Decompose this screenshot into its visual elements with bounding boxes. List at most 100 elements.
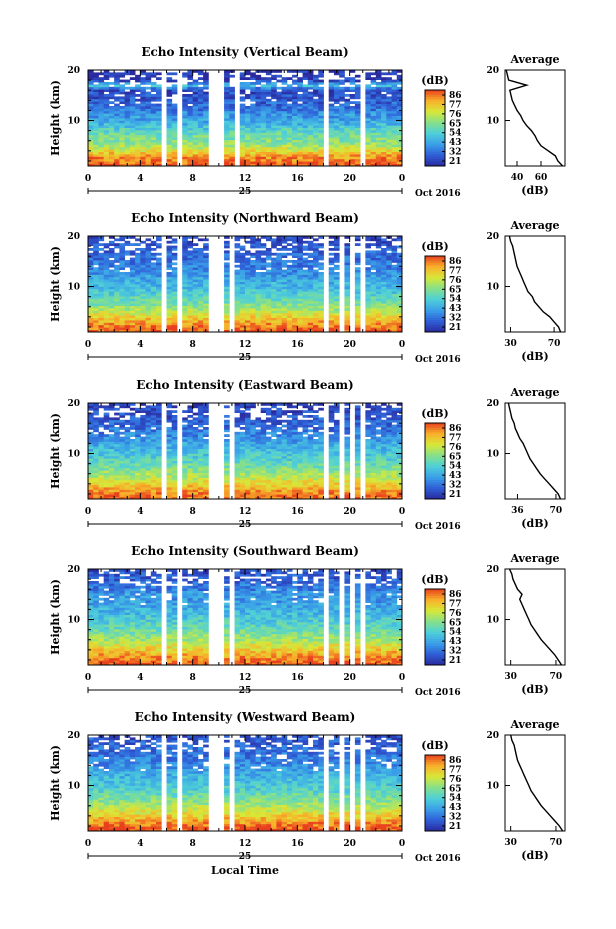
heatmap-cell xyxy=(114,130,120,133)
heatmap-cell xyxy=(129,132,136,136)
heatmap-cell xyxy=(239,248,246,251)
heatmap-cell xyxy=(108,317,115,321)
heatmap-cell xyxy=(381,144,387,148)
heatmap-cell xyxy=(286,329,293,333)
heatmap-cell xyxy=(171,324,178,328)
heatmap-cell xyxy=(276,236,283,239)
heatmap-cell xyxy=(182,436,188,440)
heatmap-cell xyxy=(145,272,152,275)
heatmap-cell xyxy=(150,276,157,280)
heatmap-cell xyxy=(333,84,340,88)
heatmap-cell xyxy=(255,158,262,162)
heatmap-cell xyxy=(98,120,105,124)
heatmap-cell xyxy=(302,252,309,256)
heatmap-cell xyxy=(166,98,173,102)
heatmap-cell xyxy=(150,417,157,421)
heatmap-cell xyxy=(386,296,392,299)
heatmap-cell xyxy=(286,260,293,263)
heatmap-cell xyxy=(313,296,319,299)
heatmap-cell xyxy=(255,257,262,261)
heatmap-cell xyxy=(292,118,298,121)
heatmap-cell xyxy=(375,264,382,268)
heatmap-cell xyxy=(140,482,146,485)
heatmap-cell xyxy=(265,120,272,124)
heatmap-cell xyxy=(88,72,94,76)
heatmap-cell xyxy=(187,269,194,273)
heatmap-cell xyxy=(307,108,314,112)
heatmap-cell xyxy=(140,120,146,124)
heatmap-cell xyxy=(119,439,126,442)
heatmap-cell xyxy=(203,303,209,306)
heatmap-cell xyxy=(271,269,277,273)
heatmap-cell xyxy=(276,151,283,155)
heatmap-cell xyxy=(265,86,272,90)
heatmap-cell xyxy=(103,257,110,261)
heatmap-cell xyxy=(88,125,94,128)
heatmap-cell xyxy=(93,317,99,321)
heatmap-cell xyxy=(302,144,309,148)
heatmap-cell xyxy=(156,243,162,246)
panel-title: Echo Intensity (Northward Beam) xyxy=(131,211,359,225)
heatmap-cell xyxy=(234,320,241,323)
heatmap-cell xyxy=(229,125,235,128)
heatmap-cell xyxy=(375,250,382,254)
heatmap-cell xyxy=(145,412,152,416)
heatmap-cell xyxy=(197,262,204,266)
heatmap-cell xyxy=(370,91,377,95)
heatmap-cell xyxy=(370,312,377,316)
heatmap-cell xyxy=(271,315,277,318)
heatmap-cell xyxy=(286,106,293,109)
heatmap-cell xyxy=(150,281,157,285)
heatmap-cell xyxy=(344,98,351,102)
heatmap-cell xyxy=(182,329,188,333)
heatmap-cell xyxy=(381,113,387,116)
heatmap-cell xyxy=(255,276,262,280)
heatmap-cell xyxy=(129,250,136,254)
heatmap-cell xyxy=(271,322,277,326)
heatmap-cell xyxy=(245,279,251,282)
heatmap-cell xyxy=(250,96,256,100)
heatmap-cell xyxy=(302,317,309,321)
heatmap-cell xyxy=(114,245,120,249)
heatmap-cell xyxy=(192,163,199,167)
heatmap-cell xyxy=(93,424,99,428)
heatmap-cell xyxy=(391,130,398,133)
heatmap-cell xyxy=(119,324,126,328)
heatmap-cell xyxy=(124,262,131,266)
heatmap-cell xyxy=(245,422,251,425)
heatmap-cell xyxy=(140,291,146,294)
heatmap-cell xyxy=(150,288,157,292)
heatmap-cell xyxy=(93,448,99,452)
heatmap-cell xyxy=(292,300,298,304)
heatmap-cell xyxy=(239,317,246,321)
heatmap-cell xyxy=(108,106,115,109)
heatmap-cell xyxy=(286,281,293,285)
heatmap-cell xyxy=(260,281,267,285)
heatmap-cell xyxy=(171,451,178,454)
heatmap-cell xyxy=(375,320,382,323)
heatmap-cell xyxy=(145,127,152,131)
heatmap-cell xyxy=(365,77,371,80)
heatmap-cell xyxy=(313,154,319,157)
heatmap-cell xyxy=(93,284,99,287)
heatmap-cell xyxy=(265,94,272,97)
heatmap-cell xyxy=(365,281,371,285)
heatmap-cell xyxy=(203,460,209,464)
colorbar-step xyxy=(425,296,445,300)
heatmap-cell xyxy=(386,132,392,136)
heatmap-cell xyxy=(313,110,319,114)
heatmap-cell xyxy=(265,288,272,292)
heatmap-cell xyxy=(229,106,235,109)
heatmap-cell xyxy=(187,139,194,143)
heatmap-cell xyxy=(93,412,99,416)
heatmap-cell xyxy=(260,84,267,88)
heatmap-cell xyxy=(265,115,272,119)
heatmap-cell xyxy=(339,156,345,160)
heatmap-cell xyxy=(255,298,262,302)
heatmap-cell xyxy=(119,156,126,160)
heatmap-cell xyxy=(245,70,251,73)
heatmap-cell xyxy=(370,137,377,140)
heatmap-cell xyxy=(156,427,162,430)
heatmap-cell xyxy=(381,238,387,242)
